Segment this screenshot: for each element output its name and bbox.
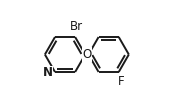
Text: F: F xyxy=(117,75,124,88)
Text: O: O xyxy=(82,48,92,61)
Text: Br: Br xyxy=(70,20,83,33)
Text: N: N xyxy=(43,66,53,79)
